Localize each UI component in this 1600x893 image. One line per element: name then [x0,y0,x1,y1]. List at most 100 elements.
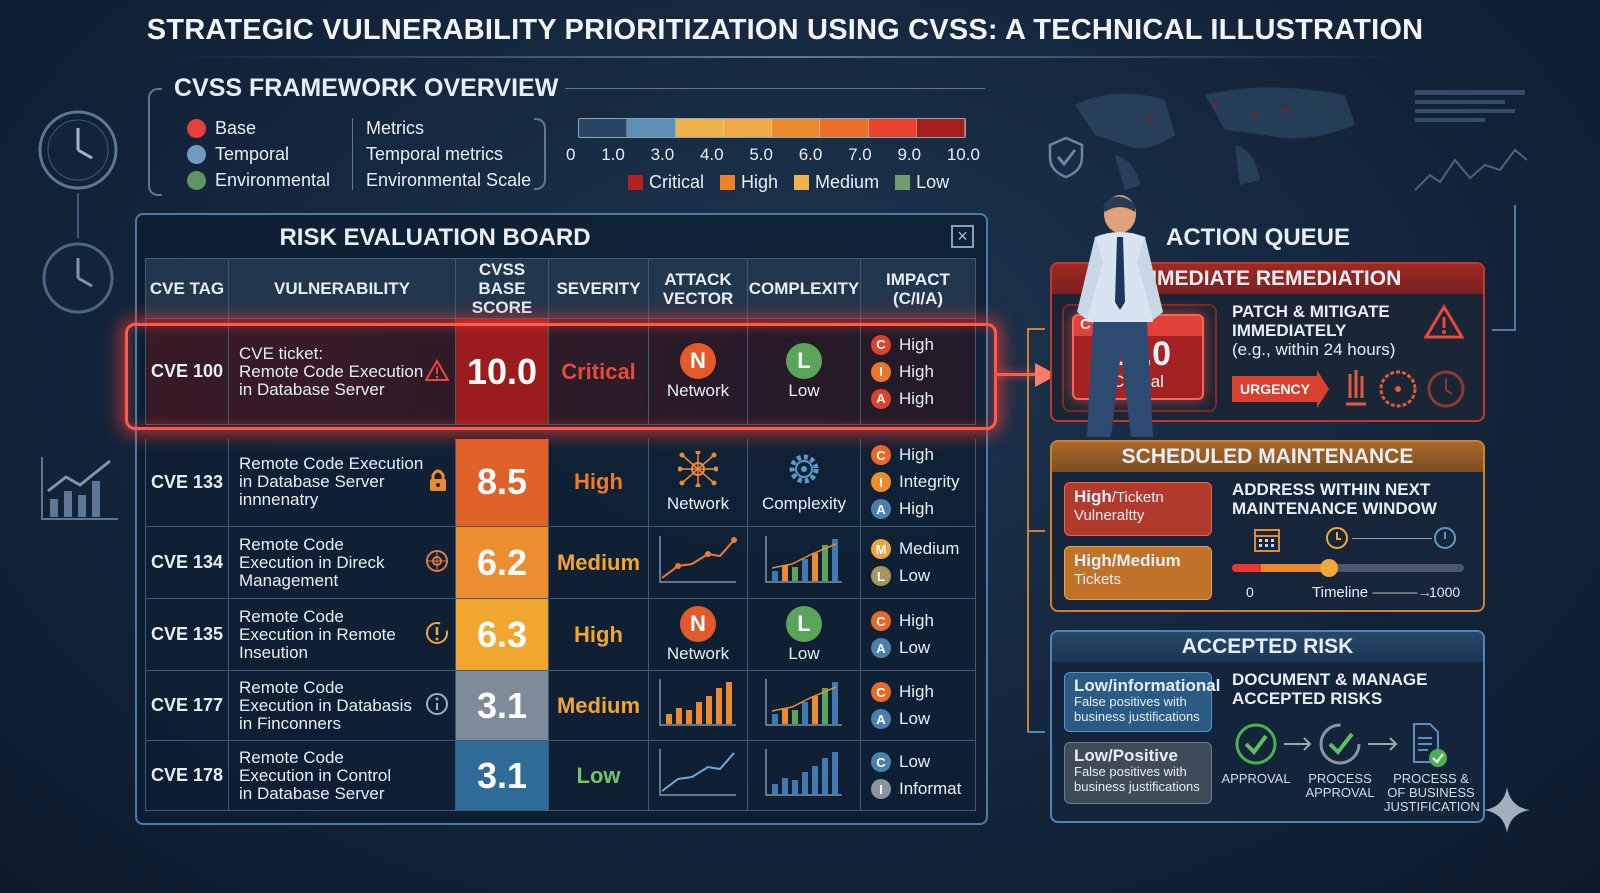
chart-growth-icon [41,457,118,520]
close-icon[interactable]: × [951,225,974,248]
complexity-cell [747,670,861,741]
severity-label: Medium [548,526,649,599]
cvss-score: 8.5 [455,438,549,527]
connector-line [1027,731,1045,733]
impact-level: Low [899,566,931,585]
impact-level: Low [899,752,931,771]
metrics-brace [534,118,546,190]
cve-tag: CVE 177 [145,670,229,741]
overview-heading: CVSS FRAMEWORK OVERVIEW [174,74,559,102]
escalation-arrow [997,373,1037,376]
vector-label: Network [666,380,730,400]
impact-item: A High [861,496,975,523]
table-row[interactable]: CVE 178 Remote Code Execution in Control … [145,740,976,811]
high-medium-tickets-pill[interactable]: High/Medium Tickets [1064,546,1212,600]
vulnerability-cell: CVE ticket: Remote Code Execution in Dat… [228,318,456,425]
legend-divider [352,118,353,190]
impact-level: Low [899,709,931,728]
table-row[interactable]: CVE 100 CVE ticket: Remote Code Execution… [145,318,976,425]
low-positive-pill[interactable]: Low/Positive False positives with busines… [1064,742,1212,804]
impact-badge-icon: C [871,445,891,466]
pill-title: High [1074,487,1112,506]
impact-badge-icon: A [871,709,891,729]
pill-text: False positives with business justificat… [1074,694,1200,724]
impact-item: C High [861,442,975,469]
clock-icon [1434,527,1456,549]
impact-item: I Integrity [861,469,975,496]
pill-title: High/Medium [1074,551,1181,570]
impact-badge-icon: C [871,334,891,355]
network-badge-icon: N [680,605,716,642]
arrow-right-icon [1368,737,1398,751]
cvss-scale-bar [578,118,966,138]
scale-tick: 4.0 [699,145,724,164]
overview-brace [148,88,162,196]
gauge-icon [1379,370,1417,408]
vulnerability-cell: Remote Code Execution in Database Server… [228,438,456,527]
page-title: STRATEGIC VULNERABILITY PRIORITIZATION U… [146,14,1424,46]
timeline-fill [1232,564,1330,572]
severity-label: Critical [548,318,649,425]
impact-level: High [899,445,934,465]
impact-cell: C High I High A High [860,318,976,425]
impact-cell: C High I Integrity A High [860,438,976,527]
severity-label: High [548,438,649,527]
world-map-icon [1075,87,1355,190]
flow-step-label: PROCESS APPROVAL [1305,771,1375,800]
severity-swatch [895,175,911,190]
calendar-icon [1254,529,1280,552]
risk-table: CVE TAG VULNERABILITY CVSS BASE SCORE SEVER… [145,258,976,811]
bar-chart-icon [765,536,842,583]
impact-level: High [899,499,934,519]
impact-badge-icon: I [871,361,891,382]
connector-line [1514,205,1516,330]
impact-badge-icon: I [871,472,891,493]
connector-line [1027,530,1045,532]
title-divider [170,56,1400,58]
severity-legend-item: Low [895,172,949,193]
flow-step-label: PROCESS & OF BUSINESS JUSTIFICATION [1384,771,1480,814]
scheduled-heading: SCHEDULED MAINTENANCE [1052,442,1483,472]
cve-tag: CVE 133 [145,438,229,527]
table-row[interactable]: CVE 133 Remote Code Execution in Database… [145,438,976,527]
alert-icon [425,621,449,649]
scale-tick: 3.0 [650,145,675,164]
low-informational-pill[interactable]: Low/informational False positives with bu… [1064,672,1220,732]
lock-icon [427,467,449,497]
impact-item: L Low [861,563,975,590]
impact-badge-icon: A [871,499,891,520]
impact-level: Informat [899,779,962,798]
table-row[interactable]: CVE 134 Remote Code Execution in Direck M… [145,526,976,599]
impact-cell: C High A Low [860,670,976,741]
high-vulnerability-pill[interactable]: High/Ticketn Vulneraltty [1064,482,1212,536]
table-row[interactable]: CVE 135 Remote Code Execution in Remote I… [145,598,976,671]
vulnerability-cell: Remote Code Execution in Control in Data… [228,740,456,811]
board-title: RISK EVALUATION BOARD [279,224,591,251]
column-header: CVE TAG [145,258,229,319]
scale-tick: 9.0 [897,145,922,164]
shield-check-icon [1048,136,1084,179]
cvss-score: 3.1 [455,670,549,741]
impact-item: A Low [861,635,975,662]
arrow-right-icon: ———→ [1372,584,1433,601]
bar-chart-icon [765,749,842,796]
urgency-icons [1346,370,1465,408]
arrow-right-icon [1284,737,1312,751]
impact-cell: C High A Low [860,598,976,671]
accepted-risk-panel: ACCEPTED RISK Low/informational False pos… [1050,630,1485,823]
impact-cell: C Low I Informat [860,740,976,811]
table-row[interactable]: CVE 177 Remote Code Execution in Databasi… [145,670,976,741]
clock-icon [1427,370,1465,408]
timeline-marker[interactable] [1320,559,1339,577]
highlighted-row-outline [125,323,997,430]
severity-legend-item: Critical [628,172,704,193]
severity-swatch [720,175,736,190]
double-check-icon [1319,723,1361,765]
complexity-cell [747,740,861,811]
cve-tag: CVE 135 [145,598,229,671]
column-header: ATTACK VECTOR [648,258,748,319]
environmental-dot [187,170,206,190]
vulnerability-text: CVE ticket: Remote Code Execution in Dat… [239,343,424,399]
cvss-score: 3.1 [455,740,549,811]
pill-text: Tickets [1074,571,1121,588]
